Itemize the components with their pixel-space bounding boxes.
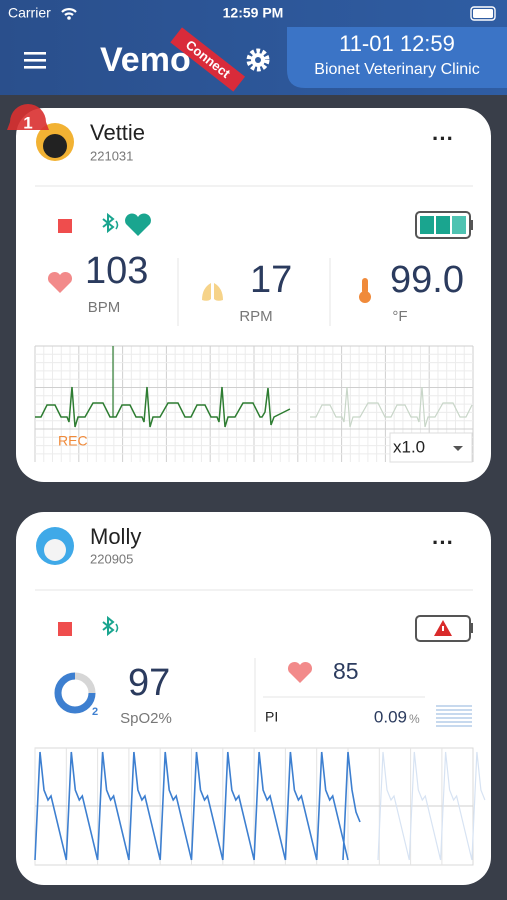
temperature-unit: °F (392, 308, 407, 325)
spo2-ring (54, 672, 96, 714)
wifi-dot (67, 16, 71, 20)
gear-teeth (246, 48, 270, 72)
spo2-unit: SpO2% (120, 710, 172, 727)
battery-cell (452, 216, 466, 234)
ribbon-bg (170, 27, 246, 92)
resp-rate-unit: RPM (239, 308, 272, 325)
patient-name: Vettie (90, 120, 145, 145)
heart-icon (287, 661, 313, 683)
rec-label: REC (58, 433, 88, 449)
ecg-trace-old (310, 386, 473, 428)
stop-button[interactable] (58, 219, 72, 233)
clinic-box (287, 27, 507, 88)
heart-connected-icon (125, 213, 151, 236)
bluetooth-icon (102, 212, 115, 234)
card-bg (16, 512, 491, 885)
menu-button[interactable] (24, 52, 46, 69)
clock: 12:59 PM (223, 5, 284, 21)
patient-card[interactable]: 1 Vettie 221031 ··· 103 BPM 17 RPM 99.0 … (7, 104, 491, 482)
battery-status (470, 6, 496, 21)
more-button[interactable]: ··· (432, 530, 454, 555)
stop-button[interactable] (58, 622, 72, 636)
avatar-dog (44, 539, 66, 561)
heart-rate-unit: BPM (88, 299, 121, 316)
bluetooth-wave (115, 623, 119, 633)
heart-rate: 103 (85, 250, 148, 292)
datetime: 11-01 12:59 (339, 31, 455, 56)
bluetooth-wave (115, 220, 119, 230)
patient-id: 221031 (90, 148, 133, 163)
menu-line (24, 52, 46, 55)
dropdown-arrow (453, 446, 463, 451)
patient-id: 220905 (90, 551, 133, 566)
heart-icon (47, 271, 73, 293)
spo2-value: 97 (128, 662, 170, 704)
ecg-trace (35, 386, 291, 428)
gear-hole (255, 57, 261, 63)
pi-unit: % (409, 712, 420, 726)
settings-button[interactable] (246, 48, 270, 72)
carrier: Carrier (8, 5, 51, 21)
battery-tip (470, 623, 473, 633)
bluetooth-icon (102, 615, 115, 637)
pleth-trace (34, 751, 349, 861)
menu-line (24, 59, 46, 62)
pleth-chart (34, 747, 486, 866)
resp-rate: 17 (250, 259, 292, 301)
pi-value: 0.09 (374, 707, 407, 726)
pulse-value: 85 (333, 658, 359, 684)
clinic-name: Bionet Veterinary Clinic (314, 61, 479, 78)
speed-value: x1.0 (393, 437, 425, 456)
temperature: 99.0 (390, 259, 464, 301)
speed-dropdown[interactable]: x1.0 (389, 432, 473, 463)
battery-cell (436, 216, 450, 234)
patient-name: Molly (90, 524, 141, 549)
wifi-icon (61, 8, 77, 16)
menu-line (24, 66, 46, 69)
alert-count: 1 (23, 113, 32, 132)
pi-label: PI (265, 709, 278, 725)
thermometer-stem (362, 278, 368, 294)
avatar-cat (43, 134, 67, 158)
battery-tip (470, 220, 473, 230)
patient-card[interactable]: Molly 220905 ··· 2 97 SpO2% 85 PI 0.09 % (16, 512, 491, 885)
battery-cell (420, 216, 434, 234)
lung-icon (202, 283, 223, 301)
card-bg (16, 108, 491, 482)
pleth-trace (377, 751, 486, 861)
pi-bars-icon (436, 705, 472, 727)
more-button[interactable]: ··· (432, 126, 454, 151)
battery-level (473, 9, 493, 18)
alert-bell (7, 104, 49, 130)
spo2-icon-sub: 2 (92, 706, 98, 718)
thermometer-bulb (359, 291, 371, 303)
pleth-trace-end (342, 751, 361, 861)
logo: Vemo (100, 41, 191, 79)
warning-mark (442, 626, 444, 631)
